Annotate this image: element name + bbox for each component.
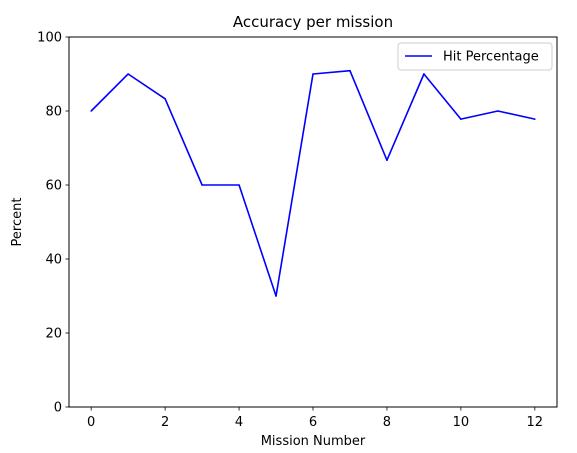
data-point [275, 295, 277, 297]
data-point [238, 184, 240, 186]
x-tick-label: 2 [161, 415, 169, 430]
x-tick-label: 0 [87, 415, 95, 430]
x-tick-label: 12 [527, 415, 544, 430]
legend: Hit Percentage [397, 42, 553, 71]
y-tick-label: 40 [45, 253, 62, 268]
y-tick-label: 100 [37, 31, 62, 46]
data-point [349, 69, 351, 72]
data-point [164, 97, 166, 100]
data-point [497, 110, 499, 112]
x-tick-label: 4 [235, 415, 243, 430]
y-axis-label: Percent [10, 198, 25, 247]
data-point [90, 110, 92, 112]
x-axis-label: Mission Number [261, 434, 366, 449]
legend-label-hit-percentage: Hit Percentage [443, 50, 539, 65]
y-axis-ticks: 0 20 40 60 80 100 [37, 31, 69, 416]
y-tick-label: 0 [54, 401, 62, 416]
y-tick-label: 20 [45, 327, 62, 342]
x-tick-label: 6 [309, 415, 317, 430]
data-point [534, 118, 536, 120]
data-point [312, 73, 314, 75]
series-points [90, 69, 536, 297]
x-axis-ticks: 0 2 4 6 8 10 12 [87, 407, 543, 430]
y-tick-label: 80 [45, 105, 62, 120]
y-tick-label: 60 [45, 179, 62, 194]
data-point [460, 118, 462, 120]
data-point [201, 184, 203, 186]
legend-box [397, 42, 553, 71]
x-tick-label: 8 [383, 415, 391, 430]
x-tick-label: 10 [453, 415, 470, 430]
data-point [423, 73, 425, 75]
data-point [127, 73, 129, 75]
chart-title: Accuracy per mission [233, 13, 393, 31]
data-point [386, 159, 388, 162]
plot-area-frame [68, 36, 558, 408]
